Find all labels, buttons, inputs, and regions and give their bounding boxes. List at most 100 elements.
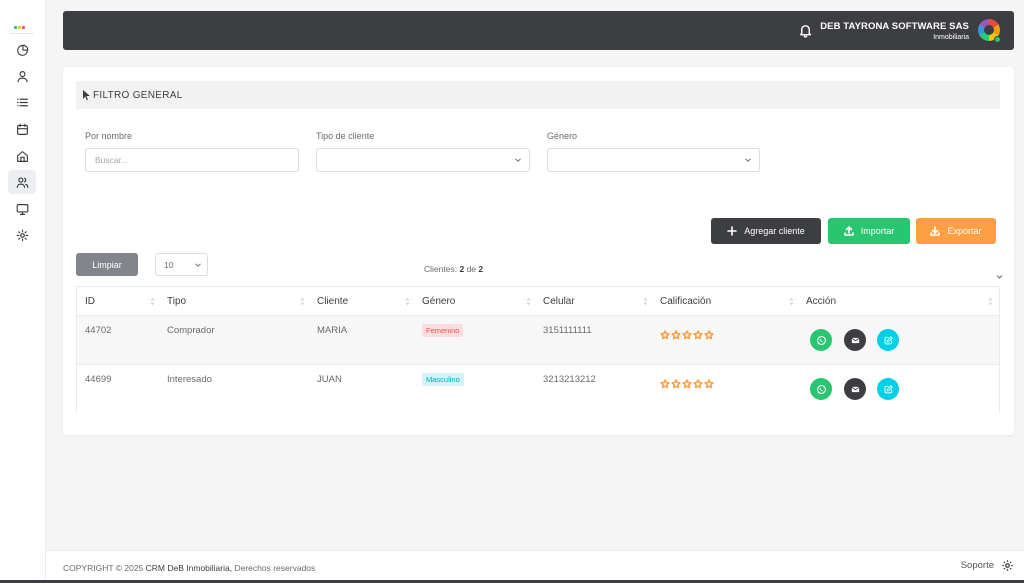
sidebar-item-clients[interactable] <box>8 170 36 194</box>
cell-celular: 3151111111 <box>543 325 592 336</box>
filter-title: FILTRO GENERAL <box>93 89 183 101</box>
notifications-button[interactable] <box>798 23 813 38</box>
copyright-rights: Derechos reservados <box>234 563 316 573</box>
table-row[interactable]: 44702 Comprador MARIA Femenino 315111111… <box>77 316 999 365</box>
cell-cliente[interactable]: MARIA <box>317 325 348 336</box>
user-info[interactable]: DEB TAYRONA SOFTWARE SAS Inmobiliaria <box>820 21 969 41</box>
whatsapp-button[interactable] <box>810 329 832 351</box>
column-header-id[interactable]: ID <box>85 296 95 307</box>
sidebar-item-monitor[interactable] <box>8 197 36 221</box>
sidebar-item-dashboard[interactable] <box>8 38 36 62</box>
star-icon[interactable] <box>704 379 714 389</box>
gender-select[interactable] <box>547 148 760 172</box>
export-label: Exportar <box>947 226 982 236</box>
count-of: de <box>466 264 477 274</box>
rating-stars[interactable] <box>660 330 714 340</box>
settings-icon <box>16 229 28 241</box>
whatsapp-button[interactable] <box>810 378 832 400</box>
support-link[interactable]: Soporte <box>960 560 994 571</box>
whatsapp-icon <box>816 384 826 394</box>
sort-icon[interactable] <box>300 297 305 306</box>
chevron-down-icon <box>195 263 201 267</box>
page-size-select[interactable]: 10 <box>155 253 208 276</box>
column-header-accion[interactable]: Acción <box>806 296 837 307</box>
support-settings-button[interactable] <box>1001 559 1014 572</box>
logo <box>14 16 28 29</box>
filter-header[interactable]: FILTRO GENERAL <box>76 81 1000 109</box>
avatar[interactable] <box>978 19 1000 41</box>
sidebar <box>0 0 46 583</box>
star-icon[interactable] <box>660 379 670 389</box>
import-button[interactable]: Importar <box>828 218 910 244</box>
clear-filters-button[interactable]: Limpiar <box>76 253 138 276</box>
cell-id: 44702 <box>85 325 112 336</box>
table-header: ID Tipo Cliente Género Celular Calificac… <box>77 287 999 316</box>
copyright-prefix: COPYRIGHT © 2025 <box>63 563 144 573</box>
cell-tipo: Interesado <box>167 374 212 385</box>
sidebar-item-list[interactable] <box>8 90 36 114</box>
type-filter-label: Tipo de cliente <box>316 131 375 141</box>
count-total: 2 <box>478 264 484 274</box>
sort-icon[interactable] <box>405 297 410 306</box>
upload-icon <box>843 226 854 236</box>
gear-icon <box>1002 560 1013 571</box>
users-icon <box>16 176 28 188</box>
sort-icon[interactable] <box>643 297 648 306</box>
column-header-tipo[interactable]: Tipo <box>167 296 187 307</box>
chevron-down-icon <box>745 158 751 162</box>
list-icon <box>16 98 28 106</box>
sidebar-item-calendar[interactable] <box>8 117 36 141</box>
star-icon[interactable] <box>682 379 692 389</box>
star-icon[interactable] <box>671 379 681 389</box>
sort-icon[interactable] <box>789 297 794 306</box>
pie-chart-icon <box>16 44 28 56</box>
plus-icon <box>727 226 738 236</box>
star-icon[interactable] <box>671 330 681 340</box>
gender-badge: Masculino <box>422 373 464 386</box>
sort-icon[interactable] <box>150 297 155 306</box>
import-label: Importar <box>860 226 895 236</box>
column-header-cliente[interactable]: Cliente <box>317 296 349 307</box>
topbar: DEB TAYRONA SOFTWARE SAS Inmobiliaria <box>63 11 1014 50</box>
email-button[interactable] <box>844 378 866 400</box>
copyright: COPYRIGHT © 2025 CRM DeB Inmobiliaria, D… <box>63 563 315 573</box>
home-icon <box>16 150 28 162</box>
copyright-brand[interactable]: CRM DeB Inmobiliaria, <box>145 563 233 573</box>
mail-icon <box>851 337 859 343</box>
cursor-icon <box>83 90 90 100</box>
clients-card: FILTRO GENERAL Por nombre Buscar... Tipo… <box>63 67 1014 435</box>
clients-table: ID Tipo Cliente Género Celular Calificac… <box>76 286 1000 414</box>
sidebar-item-profile[interactable] <box>8 64 36 88</box>
edit-button[interactable] <box>877 329 899 351</box>
column-header-calificacion[interactable]: Calificación <box>660 296 712 307</box>
type-select[interactable] <box>316 148 530 172</box>
sort-icon[interactable] <box>526 297 531 306</box>
rating-stars[interactable] <box>660 379 714 389</box>
chevron-down-icon[interactable] <box>996 273 1003 280</box>
email-button[interactable] <box>844 329 866 351</box>
sidebar-item-settings[interactable] <box>8 223 36 247</box>
table-row[interactable]: 44699 Interesado JUAN Masculino 32132132… <box>77 365 999 414</box>
footer: COPYRIGHT © 2025 CRM DeB Inmobiliaria, D… <box>46 550 1024 580</box>
export-button[interactable]: Exportar <box>916 218 996 244</box>
cell-cliente[interactable]: JUAN <box>317 374 342 385</box>
sort-icon[interactable] <box>988 297 993 306</box>
star-icon[interactable] <box>682 330 692 340</box>
edit-button[interactable] <box>877 378 899 400</box>
name-search-input[interactable]: Buscar... <box>85 148 299 172</box>
star-icon[interactable] <box>693 330 703 340</box>
sidebar-item-properties[interactable] <box>8 144 36 168</box>
company-subtitle: Inmobiliaria <box>933 34 969 41</box>
star-icon[interactable] <box>693 379 703 389</box>
star-icon[interactable] <box>660 330 670 340</box>
column-header-celular[interactable]: Celular <box>543 296 575 307</box>
gender-filter-label: Género <box>547 131 578 141</box>
star-icon[interactable] <box>704 330 714 340</box>
add-client-label: Agregar cliente <box>744 226 805 236</box>
online-status-dot <box>994 36 1001 43</box>
sidebar-divider <box>10 33 34 34</box>
name-filter-label: Por nombre <box>85 131 133 141</box>
add-client-button[interactable]: Agregar cliente <box>711 218 821 244</box>
chevron-down-icon <box>515 158 521 162</box>
column-header-genero[interactable]: Género <box>422 296 456 307</box>
